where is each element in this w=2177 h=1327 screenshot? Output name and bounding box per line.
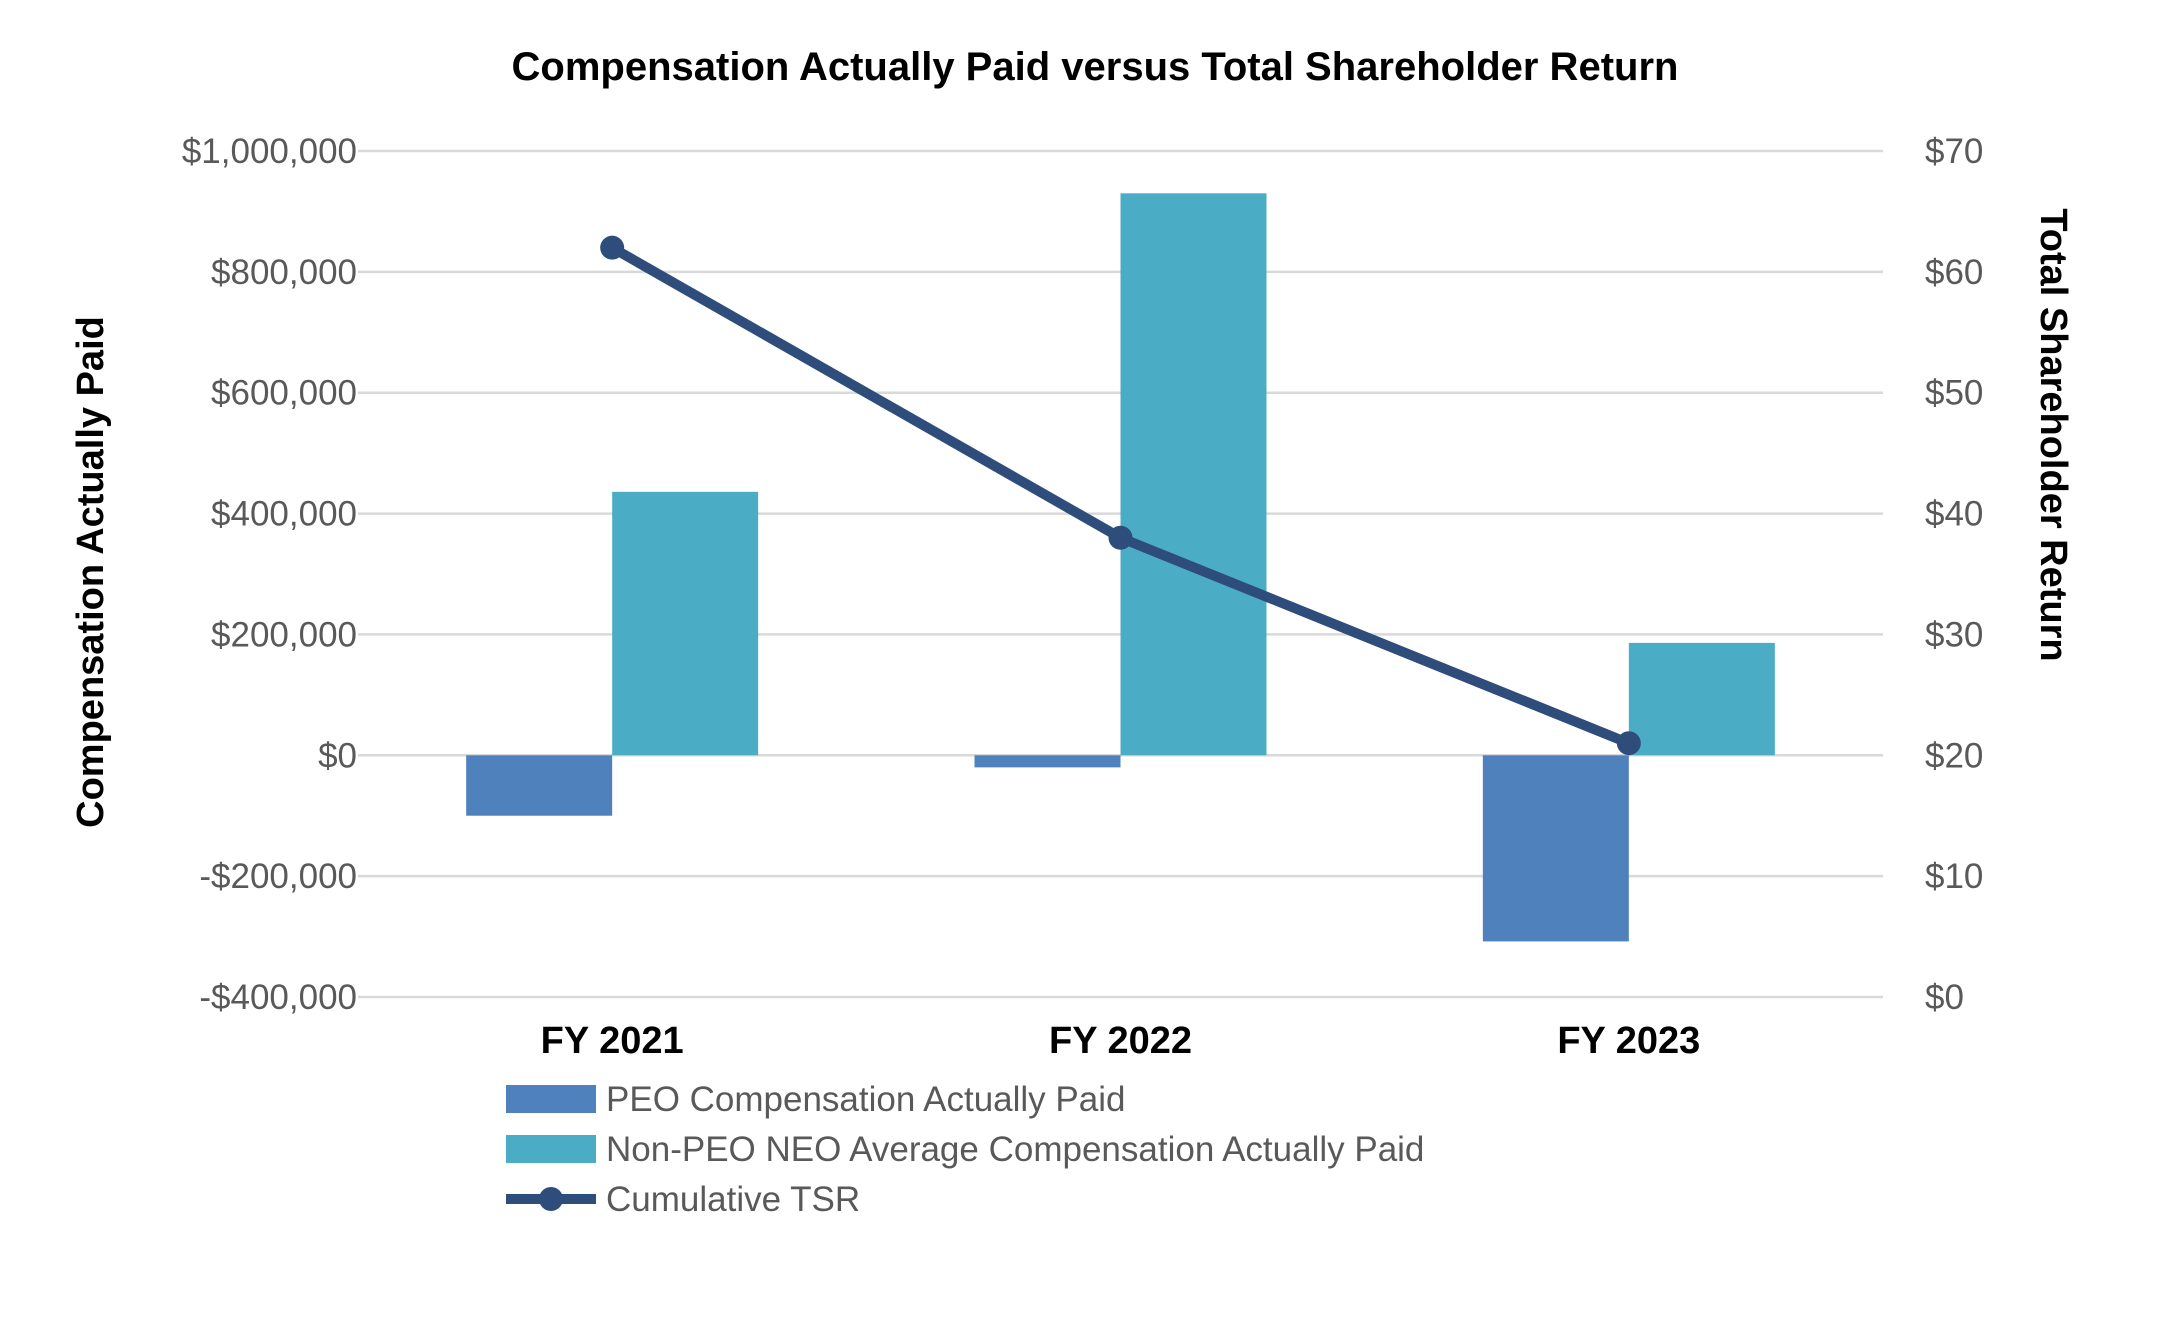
y-axis-right: $0 $10 $20 $30 $40 $50 $60 $70 bbox=[1925, 132, 1983, 1017]
legend: PEO Compensation Actually Paid Non-PEO NE… bbox=[506, 1080, 1424, 1219]
y-tick-label: $400,000 bbox=[211, 495, 357, 534]
y2-tick-label: $50 bbox=[1925, 374, 1983, 413]
non-peo-bar bbox=[1628, 642, 1775, 756]
non-peo-bar bbox=[612, 491, 759, 756]
y-tick-label: $600,000 bbox=[211, 374, 357, 413]
chart-title: Compensation Actually Paid versus Total … bbox=[512, 45, 1679, 89]
category-label: FY 2023 bbox=[1557, 1020, 1700, 1062]
bars bbox=[466, 193, 1775, 942]
x-axis-categories: FY 2021 FY 2022 FY 2023 bbox=[541, 1020, 1701, 1062]
y-tick-label: -$400,000 bbox=[199, 978, 357, 1017]
legend-label: Cumulative TSR bbox=[606, 1180, 860, 1219]
y2-tick-label: $20 bbox=[1925, 736, 1983, 775]
y-tick-label: $800,000 bbox=[211, 253, 357, 292]
category-label: FY 2022 bbox=[1049, 1020, 1192, 1062]
peo-bar bbox=[974, 755, 1121, 768]
legend-swatch bbox=[506, 1085, 596, 1113]
legend-label: Non-PEO NEO Average Compensation Actuall… bbox=[606, 1130, 1424, 1169]
non-peo-bar bbox=[1120, 193, 1267, 756]
legend-swatch bbox=[506, 1135, 596, 1163]
tsr-line bbox=[600, 235, 1641, 756]
y2-tick-label: $70 bbox=[1925, 132, 1983, 171]
y2-tick-label: $30 bbox=[1925, 615, 1983, 654]
legend-marker bbox=[539, 1187, 563, 1211]
tsr-point bbox=[600, 235, 625, 260]
peo-bar bbox=[466, 755, 613, 816]
y-tick-label: $200,000 bbox=[211, 615, 357, 654]
y-tick-label: $1,000,000 bbox=[182, 132, 357, 171]
y2-tick-label: $60 bbox=[1925, 253, 1983, 292]
y2-tick-label: $10 bbox=[1925, 857, 1983, 896]
y2-tick-label: $0 bbox=[1925, 978, 1964, 1017]
y-tick-label: -$200,000 bbox=[199, 857, 357, 896]
y-axis-title: Compensation Actually Paid bbox=[70, 316, 112, 828]
y-tick-label: $0 bbox=[318, 736, 357, 775]
y-axis-left: -$400,000 -$200,000 $0 $200,000 $400,000 $600… bbox=[182, 132, 357, 1017]
y2-tick-label: $40 bbox=[1925, 495, 1983, 534]
y2-axis-title: Total Shareholder Return bbox=[2032, 208, 2074, 661]
legend-label: PEO Compensation Actually Paid bbox=[606, 1080, 1125, 1119]
peo-bar bbox=[1482, 755, 1629, 942]
tsr-point bbox=[1616, 731, 1641, 756]
tsr-point bbox=[1108, 525, 1133, 550]
category-label: FY 2021 bbox=[541, 1020, 684, 1062]
